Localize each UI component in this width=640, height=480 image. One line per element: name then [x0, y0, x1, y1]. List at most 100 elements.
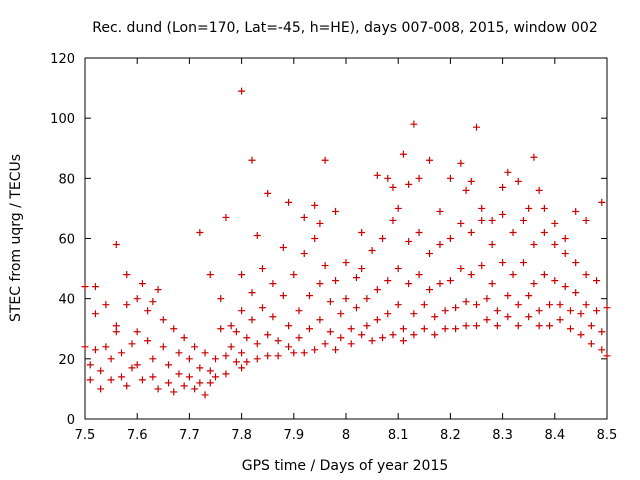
- data-point: [499, 183, 507, 191]
- data-point: [285, 322, 293, 330]
- data-point: [290, 271, 298, 279]
- data-point: [217, 295, 225, 303]
- data-point: [300, 349, 308, 357]
- data-point: [300, 213, 308, 221]
- data-point: [285, 343, 293, 351]
- data-point: [170, 388, 178, 396]
- y-tick-label: 80: [58, 172, 75, 187]
- data-point: [274, 352, 282, 360]
- data-point: [540, 204, 548, 212]
- data-point: [431, 331, 439, 339]
- data-point: [525, 204, 533, 212]
- data-point: [514, 177, 522, 185]
- data-point: [112, 328, 120, 336]
- data-point: [326, 328, 334, 336]
- data-point: [248, 156, 256, 164]
- data-point: [118, 349, 126, 357]
- data-point: [337, 334, 345, 342]
- data-point: [238, 87, 246, 95]
- data-point: [415, 228, 423, 236]
- data-point: [457, 265, 465, 273]
- data-point: [509, 228, 517, 236]
- x-tick-label: 7.8: [231, 428, 252, 443]
- x-tick-label: 8.2: [440, 428, 461, 443]
- data-point: [436, 280, 444, 288]
- data-point: [488, 280, 496, 288]
- data-point: [493, 322, 501, 330]
- data-point: [540, 228, 548, 236]
- data-point: [446, 235, 454, 242]
- data-point: [373, 286, 381, 294]
- data-point: [467, 177, 475, 185]
- data-point: [572, 207, 580, 215]
- data-point: [342, 295, 350, 303]
- data-point: [238, 307, 246, 315]
- data-point: [290, 349, 298, 357]
- data-point: [436, 207, 444, 215]
- y-tick-label: 100: [50, 112, 75, 127]
- data-point: [253, 231, 261, 239]
- data-point: [311, 346, 319, 354]
- data-point: [514, 322, 522, 330]
- x-tick-label: 8: [342, 428, 350, 443]
- data-point: [264, 331, 272, 339]
- data-point: [546, 301, 554, 309]
- data-point: [582, 271, 590, 279]
- data-point: [379, 235, 387, 242]
- data-point: [358, 228, 366, 236]
- x-tick-label: 8.3: [492, 428, 513, 443]
- data-point: [525, 292, 533, 300]
- data-point: [457, 219, 465, 227]
- data-point: [300, 250, 308, 258]
- data-point: [295, 334, 303, 342]
- data-point: [394, 204, 402, 212]
- data-point: [86, 376, 94, 384]
- data-point: [598, 346, 606, 354]
- data-point: [493, 307, 501, 315]
- data-point: [473, 301, 480, 309]
- data-point: [206, 367, 214, 375]
- data-point: [405, 238, 413, 246]
- data-point: [258, 265, 266, 273]
- data-point: [144, 337, 152, 345]
- data-point: [253, 355, 261, 363]
- data-point: [248, 289, 256, 297]
- data-point: [232, 358, 240, 366]
- data-point: [222, 213, 230, 221]
- data-point: [112, 241, 120, 249]
- data-point: [165, 379, 173, 387]
- data-point: [91, 346, 99, 354]
- data-point: [572, 259, 580, 267]
- data-point: [582, 216, 590, 224]
- data-point: [97, 385, 105, 393]
- data-point: [243, 334, 251, 342]
- x-tick-label: 7.6: [127, 428, 148, 443]
- data-point: [91, 283, 99, 291]
- data-point: [441, 325, 449, 333]
- data-point: [603, 304, 611, 312]
- data-point: [102, 343, 110, 351]
- data-point: [473, 322, 480, 330]
- data-point: [316, 280, 324, 288]
- data-point: [483, 316, 491, 324]
- data-point: [478, 204, 486, 212]
- data-point: [561, 250, 569, 258]
- data-point: [118, 373, 126, 381]
- data-point: [238, 271, 246, 279]
- data-point: [191, 385, 199, 393]
- data-point: [253, 340, 261, 348]
- data-point: [535, 307, 543, 315]
- data-point: [123, 301, 131, 309]
- data-point: [509, 271, 517, 279]
- data-point: [133, 295, 141, 303]
- data-point: [149, 355, 157, 363]
- data-point: [243, 358, 251, 366]
- data-point: [462, 322, 470, 330]
- data-point: [368, 337, 376, 345]
- data-point: [405, 180, 413, 188]
- data-point: [149, 298, 157, 306]
- data-point: [144, 307, 152, 315]
- data-point: [232, 328, 240, 336]
- y-tick-label: 40: [58, 293, 75, 308]
- data-point: [405, 280, 413, 288]
